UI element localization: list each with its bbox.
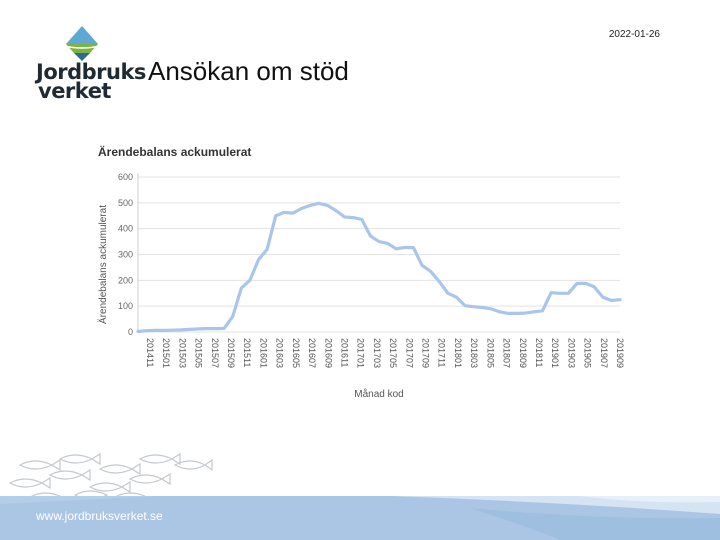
- x-tick-label: 201909: [615, 338, 625, 368]
- x-tick-label: 201505: [194, 338, 204, 368]
- jordbruksverket-logo-icon: [63, 26, 101, 61]
- x-tick-label: 201603: [275, 338, 285, 368]
- x-tick-label: 201501: [161, 338, 171, 368]
- x-tick-label: 201609: [323, 338, 333, 368]
- y-tick-label: 200: [118, 275, 133, 285]
- footer-band: [0, 496, 720, 540]
- x-tick-label: 201903: [566, 338, 576, 368]
- x-tick-label: 201611: [339, 338, 349, 367]
- x-tick-label: 201601: [258, 338, 268, 368]
- x-tick-label: 201711: [437, 338, 447, 367]
- slide-date: 2022-01-26: [608, 29, 660, 40]
- x-tick-label: 201901: [550, 338, 560, 368]
- grid-lines: [137, 173, 620, 333]
- x-tick-label: 201705: [388, 338, 398, 368]
- y-tick-label: 400: [118, 224, 133, 234]
- x-tick-label: 201905: [583, 338, 593, 368]
- y-tick-labels: 0 100 200 300 400 500 600: [118, 172, 133, 337]
- y-axis-label: Ärendebalans ackumulerat: [97, 205, 109, 324]
- chart-title: Ärendebalans ackumulerat: [98, 144, 251, 159]
- x-tick-label: 201605: [291, 338, 301, 368]
- x-tick-label: 201509: [226, 338, 236, 368]
- logo-text-line1: Jordbruks: [36, 60, 146, 84]
- x-tick-label: 201703: [372, 338, 382, 368]
- fish-decoration-icon: [8, 452, 213, 502]
- x-tick-label: 201707: [404, 338, 414, 368]
- x-tick-label: 201411: [145, 338, 155, 367]
- x-tick-label: 201607: [307, 338, 317, 368]
- x-tick-label: 201709: [421, 338, 431, 368]
- x-tick-label: 201907: [599, 338, 609, 368]
- x-tick-label: 201801: [453, 338, 463, 368]
- series-layer: [136, 201, 622, 334]
- y-tick-label: 300: [118, 250, 133, 260]
- line-chart: Ärendebalans ackumulerat Ärendebalans ac…: [97, 144, 625, 400]
- logo-text-line2: verket: [38, 79, 111, 103]
- x-axis-label: Månad kod: [354, 388, 403, 400]
- x-tick-label: 201807: [502, 338, 512, 368]
- x-tick-label: 201811: [534, 338, 544, 367]
- slide-title: Ansökan om stöd: [148, 56, 349, 86]
- y-tick-label: 600: [118, 172, 133, 182]
- x-tick-label: 201503: [177, 338, 187, 368]
- y-tick-label: 0: [128, 327, 133, 337]
- x-tick-label: 201511: [242, 338, 252, 367]
- x-tick-label: 201805: [485, 338, 495, 368]
- x-tick-label: 201507: [210, 338, 220, 368]
- y-tick-label: 500: [118, 198, 133, 208]
- x-tick-label: 201803: [469, 338, 479, 368]
- y-tick-label: 100: [118, 301, 133, 311]
- x-tick-labels: 201411 201501 201503 201505 201507 201509 2015…: [145, 338, 625, 368]
- x-tick-label: 201809: [518, 338, 528, 368]
- x-tick-label: 201701: [356, 338, 366, 368]
- footer-url: www.jordbruksverket.se: [36, 509, 163, 523]
- series-line-0: [136, 201, 622, 334]
